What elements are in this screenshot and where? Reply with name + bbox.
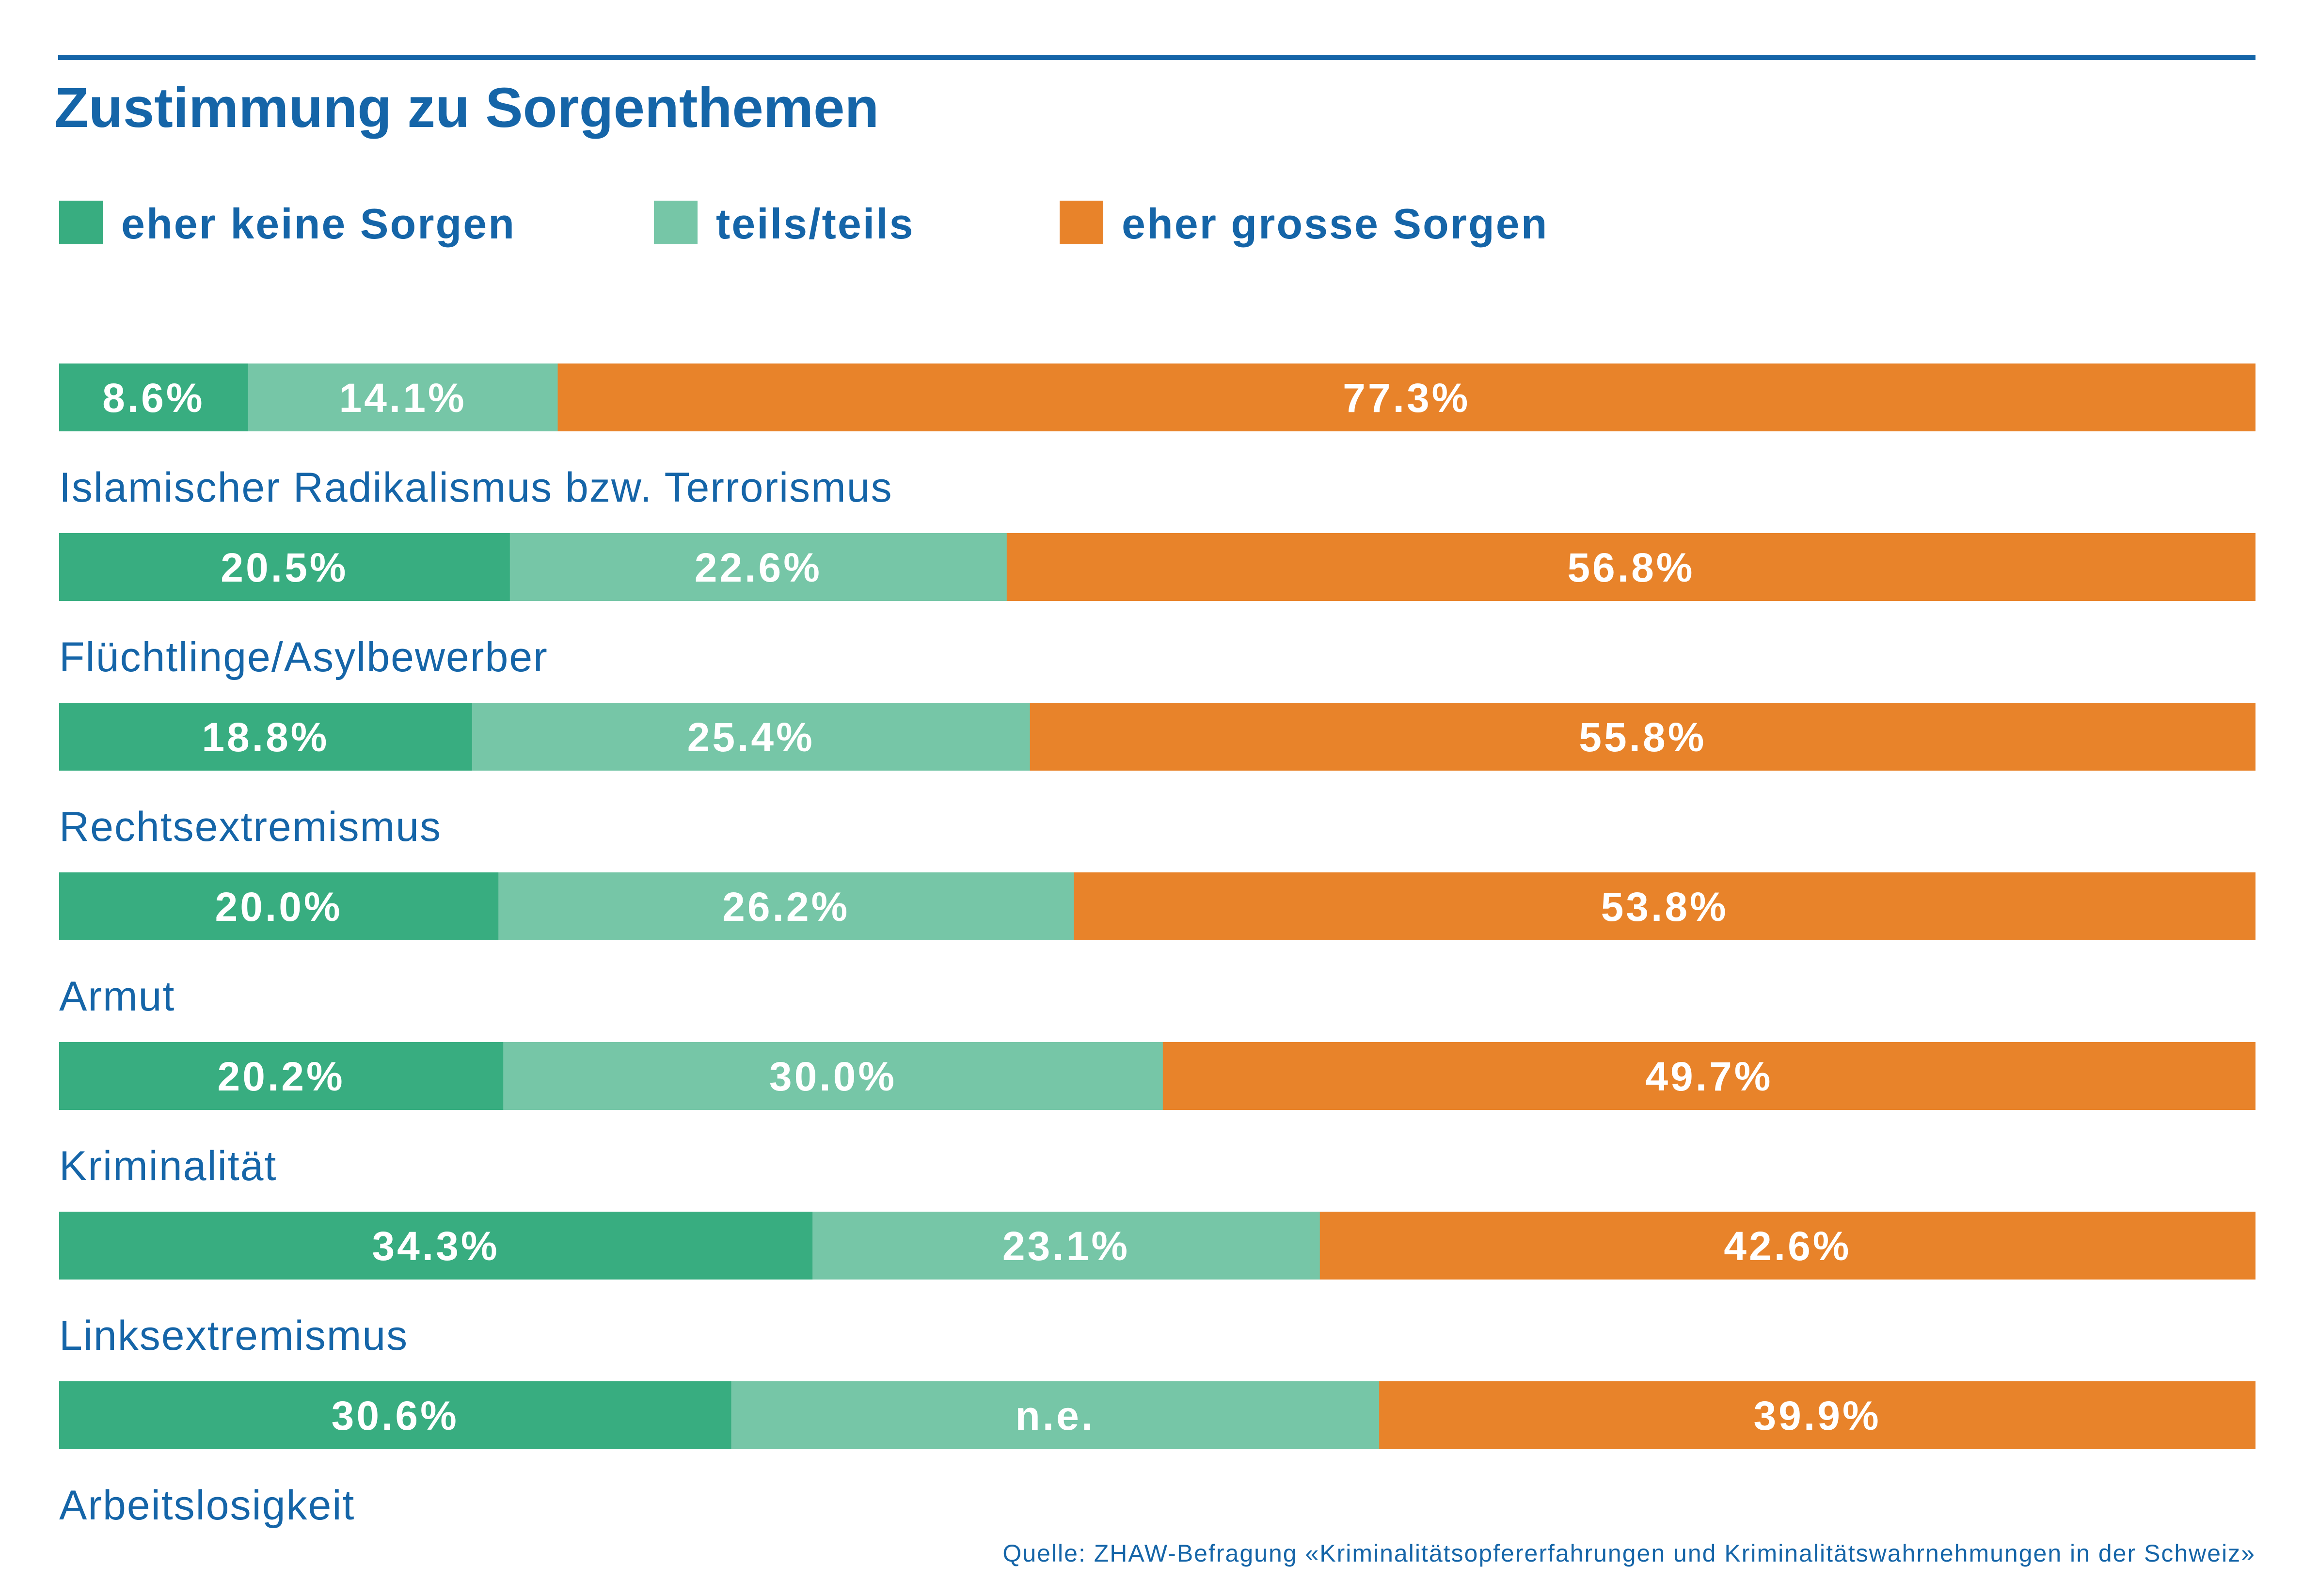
- bar-value-label: 77.3%: [1343, 375, 1470, 421]
- bar-segment: [1319, 1212, 2255, 1280]
- legend-swatch: [654, 201, 698, 244]
- bar-value-label: 26.2%: [722, 884, 850, 930]
- bar-segment: [731, 1381, 1380, 1449]
- bar-value-label: 34.3%: [372, 1223, 499, 1269]
- category-label: Kriminalität: [59, 1143, 277, 1189]
- category-label: Islamischer Radikalismus bzw. Terrorismu…: [59, 464, 893, 511]
- legend-label: eher grosse Sorgen: [1122, 200, 1549, 248]
- category-label: Linksextremismus: [59, 1312, 408, 1359]
- legend-swatch: [1060, 201, 1103, 244]
- bar-segment: [1379, 1381, 2255, 1449]
- bar-value-label: 49.7%: [1645, 1054, 1773, 1099]
- bar-segment: [59, 703, 473, 771]
- bar-segment: [248, 363, 558, 431]
- bar-value-label: 22.6%: [695, 545, 822, 590]
- bar-segment: [59, 363, 249, 431]
- bar-value-label: 18.8%: [202, 714, 329, 760]
- bar-segment: [59, 533, 510, 601]
- bar-value-label: 8.6%: [102, 375, 205, 421]
- bar-segment: [59, 872, 499, 940]
- bar-segment: [557, 363, 2255, 431]
- bar-value-label: 14.1%: [339, 375, 467, 421]
- bar-value-label: 53.8%: [1601, 884, 1729, 930]
- bar-segment: [498, 872, 1074, 940]
- bar-value-label: 20.5%: [221, 545, 348, 590]
- bar-value-label: 39.9%: [1753, 1393, 1881, 1438]
- bar-segment: [1162, 1042, 2255, 1110]
- bar-segment: [1030, 703, 2255, 771]
- chart-title: Zustimmung zu Sorgenthemen: [54, 76, 879, 139]
- bar-segment: [1074, 872, 2255, 940]
- bar-segment: [472, 703, 1031, 771]
- category-label: Rechtsextremismus: [59, 804, 442, 850]
- bar-value-label: 30.6%: [332, 1393, 459, 1438]
- bar-value-label: 25.4%: [687, 714, 815, 760]
- top-rule: [58, 55, 2255, 60]
- category-label: Arbeitslosigkeit: [59, 1482, 355, 1529]
- bar-segment: [59, 1042, 504, 1110]
- bar-segment: [503, 1042, 1163, 1110]
- bars: 8.6% 14.1% 77.3% Islamischer Radikalismus b…: [59, 363, 2255, 1529]
- legend-label: eher keine Sorgen: [121, 200, 516, 248]
- bar-value-label: 56.8%: [1567, 545, 1695, 590]
- legend-swatch: [59, 201, 103, 244]
- bar-segment: [59, 1381, 731, 1449]
- bar-value-label: n.e.: [1015, 1393, 1095, 1438]
- bar-value-label: 42.6%: [1724, 1223, 1851, 1269]
- source-note: Quelle: ZHAW-Befragung «Kriminalitätsopf…: [1002, 1540, 2255, 1567]
- category-label: Flüchtlinge/Asylbewerber: [59, 634, 548, 680]
- bar-segment: [1006, 533, 2255, 601]
- bar-segment: [509, 533, 1007, 601]
- legend-label: teils/teils: [716, 200, 915, 248]
- legend: eher keine Sorgen teils/teils eher grosse …: [59, 200, 1549, 248]
- bar-value-label: 23.1%: [1002, 1223, 1130, 1269]
- bar-value-label: 55.8%: [1579, 714, 1706, 760]
- bar-value-label: 20.0%: [215, 884, 343, 930]
- bar-segment: [812, 1212, 1320, 1280]
- bar-value-label: 20.2%: [217, 1054, 345, 1099]
- bar-value-label: 30.0%: [769, 1054, 897, 1099]
- category-label: Armut: [59, 973, 175, 1020]
- bar-segment: [59, 1212, 813, 1280]
